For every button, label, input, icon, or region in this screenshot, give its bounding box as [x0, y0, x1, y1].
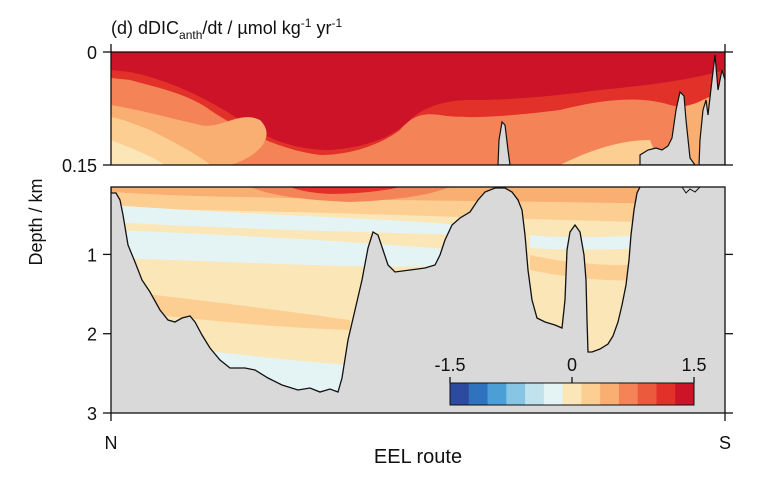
colorbar-swatch [675, 383, 695, 405]
colorbar-swatch [450, 383, 470, 405]
y-tick-label: 1 [87, 245, 97, 265]
top-panel-frame [110, 51, 726, 166]
axis-tick-labels: 0 0.15 1 2 3N S [62, 43, 731, 453]
colorbar-swatch [506, 383, 526, 405]
colorbar-swatch [618, 383, 639, 405]
colorbar-swatch [600, 383, 620, 405]
colorbar-swatch [656, 383, 676, 405]
y-tick-label: 0 [87, 43, 97, 63]
bottom-panel-frame [110, 186, 726, 414]
bottom-panel [111, 187, 725, 413]
axis-ticks [103, 44, 733, 421]
x-axis-label: EEL route [374, 446, 462, 468]
colorbar-swatch [543, 383, 564, 405]
colorbar-swatch [581, 383, 601, 405]
x-tick-label: N [105, 433, 118, 453]
colorbar-swatch [487, 383, 507, 405]
y-tick-label: 2 [87, 325, 97, 345]
colorbar-tick-label: 0 [567, 355, 577, 375]
colorbar-swatch [637, 383, 657, 405]
top-panel [111, 52, 725, 165]
colorbar-swatch [525, 383, 545, 405]
y-axis-label: Depth / km [26, 178, 46, 265]
colorbar-tick-label: 1.5 [681, 355, 706, 375]
y-tick-label: 0.15 [62, 156, 97, 176]
colorbar-tick-label: -1.5 [434, 355, 465, 375]
colorbar: -1.5 0 1.5 [434, 355, 707, 406]
colorbar-swatch [468, 383, 489, 405]
chart-title: (d) dDICanth/dt / µmol kg-1 yr-1 [111, 16, 342, 42]
x-tick-label: S [719, 433, 731, 453]
y-tick-label: 3 [87, 404, 97, 424]
colorbar-swatch [562, 383, 582, 405]
